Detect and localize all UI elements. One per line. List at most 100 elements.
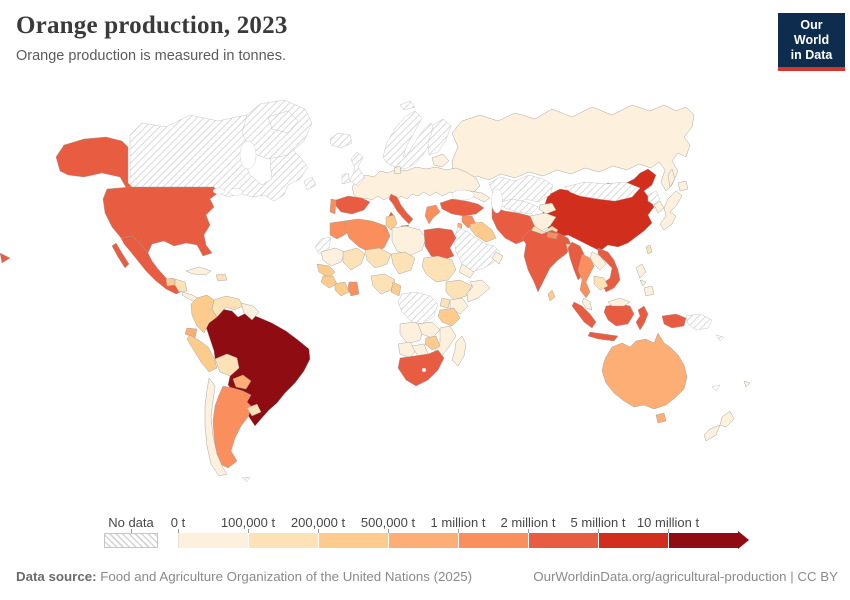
country-algeria[interactable]	[343, 218, 391, 254]
country-hokkaido[interactable]	[677, 180, 689, 192]
country-north-korea[interactable]	[647, 190, 661, 206]
country-sakhalin[interactable]	[667, 168, 676, 188]
country-uzbekistan-turkmenistan[interactable]	[497, 198, 539, 215]
country-mauritania[interactable]	[320, 247, 346, 267]
country-saudi-arabia[interactable]	[453, 226, 501, 273]
country-russia[interactable]	[451, 104, 695, 192]
country-united-kingdom[interactable]	[349, 151, 366, 187]
country-borneo[interactable]	[603, 303, 635, 327]
country-niger[interactable]	[364, 247, 392, 269]
country-sulawesi[interactable]	[635, 305, 649, 331]
legend-segment[interactable]	[388, 533, 458, 548]
country-bolivia[interactable]	[214, 353, 240, 377]
country-denmark[interactable]	[393, 165, 402, 175]
country-iraq[interactable]	[469, 221, 497, 243]
country-turkey[interactable]	[439, 198, 485, 217]
country-ivory-coast[interactable]	[334, 281, 350, 297]
legend-segment[interactable]	[458, 533, 528, 548]
country-uganda[interactable]	[439, 297, 451, 309]
country-libya[interactable]	[391, 225, 427, 257]
country-mali[interactable]	[342, 247, 366, 271]
country-falkland-islands[interactable]	[241, 476, 251, 483]
country-argentina[interactable]	[212, 385, 253, 469]
legend-segment[interactable]	[178, 533, 248, 548]
country-philippines-mindanao[interactable]	[643, 285, 655, 297]
owid-logo[interactable]: Our World in Data	[778, 13, 845, 71]
country-chile[interactable]	[204, 377, 228, 477]
country-newfoundland[interactable]	[303, 176, 317, 191]
country-malaysia[interactable]	[581, 297, 593, 311]
country-honduras-nicaragua[interactable]	[174, 278, 188, 293]
country-sumatra[interactable]	[571, 301, 597, 329]
country-sri-lanka[interactable]	[547, 289, 556, 302]
country-papua-new-guinea[interactable]	[685, 313, 713, 331]
legend-segment[interactable]	[318, 533, 388, 548]
country-zimbabwe[interactable]	[424, 335, 441, 351]
country-fiji[interactable]	[743, 380, 751, 388]
country-malaysia-borneo[interactable]	[607, 297, 631, 307]
country-zambia[interactable]	[417, 321, 441, 339]
country-yemen[interactable]	[458, 263, 475, 279]
country-venezuela[interactable]	[211, 295, 244, 318]
country-peru[interactable]	[186, 334, 218, 373]
country-taiwan[interactable]	[645, 244, 653, 255]
country-united-states[interactable]	[102, 186, 219, 257]
country-spain[interactable]	[335, 195, 371, 215]
country-egypt[interactable]	[423, 227, 457, 261]
country-baja-california[interactable]	[111, 242, 130, 269]
country-nepal[interactable]	[546, 231, 559, 240]
country-senegal[interactable]	[316, 263, 336, 279]
legend-segment[interactable]	[598, 533, 668, 548]
country-vietnam[interactable]	[597, 247, 621, 293]
country-paraguay[interactable]	[232, 374, 252, 390]
country-hawaii[interactable]	[0, 252, 11, 264]
country-madagascar[interactable]	[451, 335, 467, 367]
country-indonesian-papua[interactable]	[661, 313, 687, 329]
country-cameroon[interactable]	[390, 281, 402, 297]
country-guyana-suriname[interactable]	[240, 302, 260, 321]
country-tasmania[interactable]	[655, 412, 667, 424]
country-solomon-islands[interactable]	[715, 334, 725, 342]
country-tanzania[interactable]	[437, 307, 461, 327]
country-thailand[interactable]	[577, 253, 595, 299]
country-tunisia[interactable]	[385, 214, 398, 231]
country-sudan[interactable]	[421, 255, 457, 283]
legend-no-data-swatch[interactable]	[104, 533, 158, 548]
country-dr-congo[interactable]	[397, 291, 439, 325]
country-guatemala[interactable]	[165, 277, 176, 287]
legend-segment[interactable]	[528, 533, 598, 548]
country-india[interactable]	[521, 229, 573, 293]
legend-color-bar[interactable]	[178, 531, 749, 549]
country-ethiopia[interactable]	[445, 279, 473, 301]
country-ireland[interactable]	[341, 172, 351, 185]
country-baltic-states[interactable]	[431, 153, 450, 168]
country-portugal[interactable]	[329, 198, 337, 215]
country-guinea[interactable]	[320, 275, 338, 289]
country-kazakhstan[interactable]	[488, 174, 554, 206]
country-new-zealand-north[interactable]	[719, 410, 735, 428]
country-finland[interactable]	[427, 118, 452, 156]
footer-link[interactable]: OurWorldinData.org/agricultural-producti…	[533, 569, 838, 584]
legend-segment[interactable]	[668, 533, 738, 548]
country-oman[interactable]	[491, 251, 504, 265]
country-somalia[interactable]	[466, 279, 491, 303]
country-australia[interactable]	[601, 332, 688, 410]
legend-segment[interactable]	[248, 533, 318, 548]
country-nigeria[interactable]	[370, 273, 396, 295]
country-philippines-luzon[interactable]	[635, 263, 647, 279]
country-south-africa[interactable]	[397, 349, 445, 387]
country-namibia[interactable]	[397, 341, 417, 359]
country-new-zealand-south[interactable]	[703, 424, 721, 442]
country-svalbard[interactable]	[399, 100, 416, 111]
country-baffin-island[interactable]	[267, 110, 299, 134]
country-angola[interactable]	[399, 321, 425, 345]
country-chad[interactable]	[390, 251, 416, 275]
country-cuba[interactable]	[185, 266, 212, 276]
country-uruguay[interactable]	[246, 403, 262, 417]
country-iceland[interactable]	[329, 132, 353, 149]
country-greece[interactable]	[424, 204, 441, 225]
country-colombia[interactable]	[190, 294, 218, 334]
country-philippines-visayas[interactable]	[639, 279, 647, 287]
country-italy[interactable]	[388, 193, 414, 225]
country-japan[interactable]	[659, 190, 683, 231]
